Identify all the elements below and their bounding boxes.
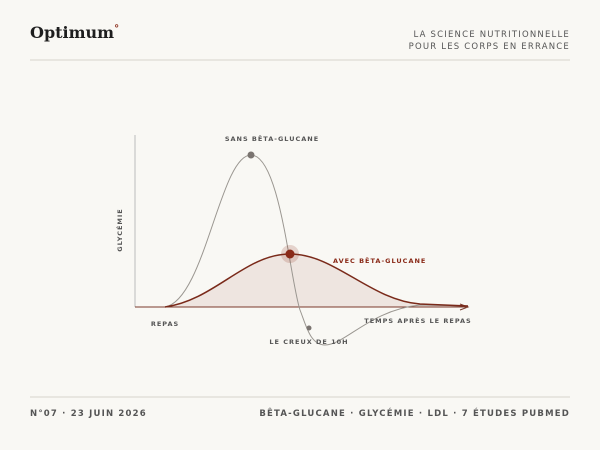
curve-label: AVEC BÊTA-GLUCANE [333,256,426,265]
issue: N°07 · 23 JUIN 2026 [30,409,147,419]
curve-area [165,254,468,307]
dip-dot [306,325,312,331]
tagline: POUR LES CORPS EN ERRANCE [409,42,570,52]
axis-arrow [459,303,470,311]
x-axis-label: TEMPS APRÈS LE REPAS [364,316,471,325]
brand-name: Optimum [30,23,114,42]
tagline: LA SCIENCE NUTRITIONNELLE [413,30,570,40]
topics: BÊTA-GLUCANE · GLYCÉMIE · LDL · 7 ÉTUDES… [259,407,570,419]
curve-label: SANS BÊTA-GLUCANE [225,134,319,143]
brand-mark: ° [114,24,119,35]
x-start-label: REPAS [151,320,179,328]
dip-label: LE CREUX DE 10H [269,338,348,346]
peak-dot [247,151,255,159]
y-axis-label: GLYCÉMIE [115,208,124,251]
peak-dot [285,249,295,259]
curve-without [164,154,469,346]
brand: Optimum° [30,23,119,42]
